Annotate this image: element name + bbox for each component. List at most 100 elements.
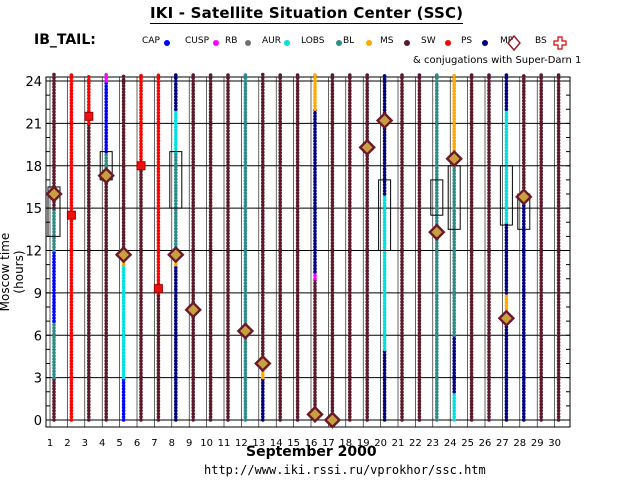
region-dot-ms xyxy=(104,384,108,388)
region-dot-ms xyxy=(52,159,56,164)
region-dot-ms xyxy=(348,166,352,171)
region-dot-lobs xyxy=(452,296,457,300)
region-dot-ms xyxy=(121,202,126,206)
region-dot-lobs xyxy=(452,324,457,328)
region-dot-ps xyxy=(522,253,526,258)
region-dot-ps xyxy=(382,377,387,382)
region-dot-ms xyxy=(191,203,195,208)
region-dot-ms xyxy=(487,166,491,171)
region-dot-ms xyxy=(208,234,213,239)
region-dot-ms xyxy=(104,390,108,394)
region-dot-ps xyxy=(522,352,526,357)
region-dot-ms xyxy=(191,293,195,298)
region-dot-cap xyxy=(52,275,56,280)
region-dot-ms xyxy=(556,328,561,332)
region-dot-ms xyxy=(417,188,422,192)
region-dot-ms xyxy=(330,85,335,90)
region-dot-ms xyxy=(261,339,265,344)
region-dot-lobs xyxy=(243,399,248,404)
region-dot-ms xyxy=(400,194,404,199)
region-dot-ms xyxy=(295,79,300,84)
region-dot-ms xyxy=(121,155,126,160)
region-dot-ms xyxy=(87,182,91,186)
region-dot-sw xyxy=(156,166,161,171)
region-dot-ps xyxy=(504,79,509,84)
region-dot-ms xyxy=(556,191,561,195)
region-dot-ms xyxy=(226,194,230,199)
region-dot-lobs xyxy=(435,98,439,102)
region-dot-lobs xyxy=(452,305,457,310)
region-dot-sw xyxy=(156,188,161,193)
region-dot-lobs xyxy=(243,182,248,186)
region-dot-bl xyxy=(452,80,457,84)
region-dot-ps xyxy=(313,120,317,125)
region-dot-ms xyxy=(348,269,352,273)
region-dot-lobs xyxy=(243,408,248,413)
region-dot-lobs xyxy=(452,314,457,319)
region-dot-ms xyxy=(226,377,230,382)
region-dot-aur xyxy=(504,152,509,156)
region-dot-ms xyxy=(365,188,370,192)
region-dot-ps xyxy=(174,306,178,310)
region-dot-ms xyxy=(330,107,335,112)
region-dot-ms xyxy=(348,384,352,388)
region-dot-ms xyxy=(522,154,526,159)
region-dot-ms xyxy=(556,203,561,208)
region-dot-lobs xyxy=(52,366,56,371)
region-dot-ms xyxy=(156,349,161,354)
region-dot-ms xyxy=(87,219,91,223)
region-dot-ms xyxy=(487,396,491,401)
region-dot-ms xyxy=(539,113,543,118)
region-dot-ms xyxy=(208,356,213,360)
source-url[interactable]: http://www.iki.rssi.ru/vprokhor/ssc.htm xyxy=(204,463,486,477)
region-dot-ms xyxy=(104,290,108,295)
region-dot-ps xyxy=(382,136,387,140)
region-dot-ms xyxy=(539,197,543,202)
region-dot-ps xyxy=(504,272,509,277)
region-dot-ms xyxy=(52,203,56,207)
region-dot-ms xyxy=(121,108,126,113)
region-dot-lobs xyxy=(243,405,248,410)
region-dot-ms xyxy=(261,302,265,307)
region-dot-lobs xyxy=(435,85,439,90)
region-dot-lobs xyxy=(435,91,439,96)
region-dot-ms xyxy=(348,408,352,413)
region-dot-ps xyxy=(522,402,526,407)
region-dot-lobs xyxy=(435,135,439,140)
region-dot-ms xyxy=(348,399,352,404)
region-dot-ms xyxy=(295,209,300,214)
region-dot-ms xyxy=(278,191,283,195)
region-dot-bl xyxy=(261,375,265,380)
region-dot-lobs xyxy=(243,95,248,99)
region-dot-ms xyxy=(365,237,370,242)
region-dot-ps xyxy=(382,352,387,357)
region-dot-ms xyxy=(52,141,56,145)
region-dot-ms xyxy=(261,116,265,120)
region-dot-ms xyxy=(226,411,230,416)
region-dot-ms xyxy=(139,415,143,419)
region-dot-sw xyxy=(156,82,161,87)
region-dot-ms xyxy=(191,104,195,108)
region-dot-ps xyxy=(382,95,387,100)
region-dot-ms xyxy=(191,284,195,289)
region-dot-ms xyxy=(278,334,283,338)
region-dot-ms xyxy=(139,225,143,230)
region-dot-ms xyxy=(400,415,404,419)
region-dot-aur xyxy=(504,133,509,138)
region-dot-ms xyxy=(208,185,213,189)
region-dot-ms xyxy=(400,340,404,345)
region-dot-ms xyxy=(139,321,143,326)
region-dot-ms xyxy=(295,166,300,171)
region-dot-ms xyxy=(539,222,543,227)
region-dot-ms xyxy=(52,103,56,108)
region-dot-sw xyxy=(156,241,161,245)
region-dot-ms xyxy=(539,231,543,236)
region-dot-lobs xyxy=(435,141,439,146)
region-dot-ms xyxy=(191,95,195,99)
region-dot-ms xyxy=(348,135,352,140)
region-dot-ms xyxy=(278,166,283,171)
region-dot-lobs xyxy=(435,343,439,348)
region-dot-sw xyxy=(156,107,161,112)
region-dot-ps xyxy=(522,324,526,329)
region-dot-aur xyxy=(504,195,509,200)
